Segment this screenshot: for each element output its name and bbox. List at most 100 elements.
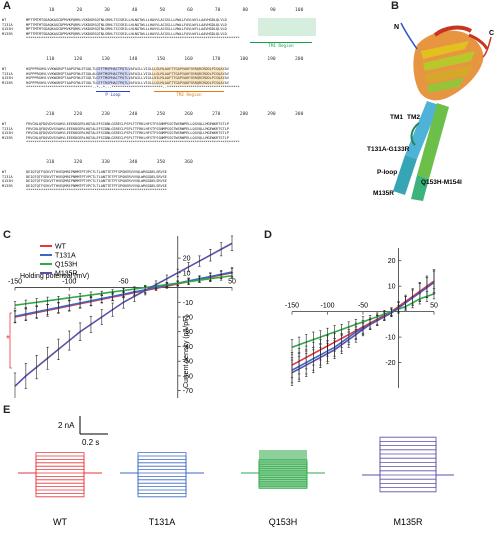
sequence-row: HSPPPRGHVLVVKWGRSPTAAPSFNLETGQLALGRFTMSP… xyxy=(26,71,229,76)
y-tick-label: 20 xyxy=(388,258,396,265)
sequence-row: MPTTMTMTSDAQKAGCDPMVKPQRRLVSKDGRSQTNLSRH… xyxy=(26,18,227,22)
sequence-row: DEIQTQTFSEKVTTHVEQMRIPNMMTPTVPCTLTLANTTE… xyxy=(26,174,167,179)
y-tick-label: -50 xyxy=(183,359,193,366)
label-tm2: TM2 xyxy=(407,114,420,121)
x-tick-label: -50 xyxy=(358,303,368,310)
beta-sheet-domain xyxy=(413,25,489,101)
panel-label-b: B xyxy=(391,0,399,12)
current-traces: 2 nA 0.2 s WT T131A Q153H M135R xyxy=(18,416,454,527)
legend-label: WT xyxy=(55,244,67,251)
label-c: C xyxy=(489,30,494,37)
panel-label-e: E xyxy=(3,404,11,416)
variant-label: T131A xyxy=(2,22,13,27)
trace-label-wt: WT xyxy=(53,517,67,527)
variant-label: M135R xyxy=(2,31,13,36)
trace-family-t131a xyxy=(120,452,204,498)
region-label: TM2 Region xyxy=(154,91,224,97)
region-label: TM1 Region xyxy=(250,42,312,48)
label-p-loop: P-loop xyxy=(377,169,397,176)
iv-chart-c: Holding potential (mV) Current density (… xyxy=(6,235,236,398)
y-tick-label: -20 xyxy=(183,315,193,322)
y-tick-label: -30 xyxy=(183,329,193,336)
sequence-row: MPTTMTMTSDAQKAGCDPMVKPQRRLVSKDGRSQTNLSRH… xyxy=(26,27,227,32)
sequence-alignment: 10 20 30 40 50 60 70 80 90 100 WT MPTTMTMT… xyxy=(0,0,385,225)
sequence-row: MPTTMTMTSDAQKAGCDPMVKPQRRLVSKDGRSQTNLSRH… xyxy=(26,31,227,36)
sequence-row: FRVCNLQFDQVDVSVAHVLEEEKDGERLHQTALEFSIDNL… xyxy=(26,131,229,136)
trace-family-m135r xyxy=(362,436,454,493)
y-tick-label: -10 xyxy=(385,335,395,342)
sequence-row: DEIQTQTFSEKVTTHVEQMRIPNMMTPTVPCTLTLANTTE… xyxy=(26,183,167,188)
region-label-p-loop: P Loop xyxy=(96,91,130,97)
y-tick-label: -20 xyxy=(385,360,395,367)
y-tick-label: -10 xyxy=(183,300,193,307)
label-t131a-g133r: T131A-G133R xyxy=(367,146,410,153)
sequence-row: FRVCNLQFDQVDVSVAHVLEEEKDGERLHQTALEFSIDNL… xyxy=(26,135,229,140)
y-tick-label: -70 xyxy=(183,388,193,395)
variant-label: M135R xyxy=(2,80,13,85)
x-tick-label: -50 xyxy=(118,279,128,286)
trace-family-q153h xyxy=(241,450,325,489)
ruler-1: 110 120 130 140 150 160 170 180 190 200 xyxy=(24,57,304,62)
ruler-3: 310 320 330 340 350 360 xyxy=(24,160,193,165)
label-q153h-m154i: Q153H-M154I xyxy=(421,179,462,186)
legend-label: T131A xyxy=(55,253,76,260)
x-tick-label: -150 xyxy=(8,279,22,286)
x-tick-label: 50 xyxy=(430,303,438,310)
legend-label: M135R xyxy=(55,271,78,278)
sequence-row: FRVCNLQFDQVDVSVAHVLEEEKDGERLHQTALEFSIDNL… xyxy=(26,122,229,126)
variant-label: T131A xyxy=(2,126,13,131)
trace-family-wt xyxy=(18,452,102,498)
variant-label: WT xyxy=(2,18,7,22)
x-tick-label: -150 xyxy=(285,303,299,310)
iv-chart-d: -150 -100 -50 50 20 10 -10 -20 xyxy=(285,248,438,388)
protein-structure-figure: N C TM1 TM2 T131A-G133R P-loop Q153H-M15… xyxy=(367,22,494,201)
x-tick-label: -100 xyxy=(62,279,76,286)
variant-label: T131A xyxy=(2,174,13,179)
variant-label: WT xyxy=(2,67,7,71)
variant-label: Q153H xyxy=(2,27,13,32)
variant-label: Q153H xyxy=(2,131,13,136)
region-highlight xyxy=(258,18,316,36)
ruler-2: 210 220 230 240 250 260 270 280 290 300 xyxy=(24,112,304,117)
label-n: N xyxy=(394,24,399,31)
sequence-row: DEIQTQTFSEKVTTHVEQMRIPNMMTPTVPCTLTLANTTE… xyxy=(26,170,167,174)
significance-bracket xyxy=(9,312,12,369)
variant-label: Q153H xyxy=(2,179,13,184)
conservation-row: ****************************************… xyxy=(26,188,167,193)
variant-label: WT xyxy=(2,122,7,126)
noise-fill xyxy=(259,450,307,488)
significance-star: * xyxy=(6,334,10,345)
n-terminus-coil xyxy=(400,22,418,50)
sequence-row: MPTTMTMTSDAQKAGCDPMVKPQRRLVSKDGRSQTNLSRH… xyxy=(26,22,227,27)
variant-label: WT xyxy=(2,170,7,174)
tm-helices xyxy=(393,101,449,201)
trace-label-q153h: Q153H xyxy=(269,517,298,527)
sequence-row: HSPPPRGHVLVVKWGRSPTAAPSFNLETGQLTLGTFTMSP… xyxy=(26,76,229,81)
panel-label-d: D xyxy=(264,229,272,241)
chart-c-ylabel: Current density (pA/pF) xyxy=(183,315,190,388)
variant-label: M135R xyxy=(2,183,13,188)
legend-label: Q153H xyxy=(55,262,77,269)
scale-label-y: 2 nA xyxy=(58,421,75,430)
scale-label-x: 0.2 s xyxy=(82,438,99,447)
label-tm1: TM1 xyxy=(390,114,403,121)
y-tick-label: 10 xyxy=(388,284,396,291)
c-terminus-coil xyxy=(482,36,492,58)
y-tick-label: 10 xyxy=(183,270,191,277)
trace-label-m135r: M135R xyxy=(393,517,423,527)
region-highlight xyxy=(96,67,130,85)
variant-label: T131A xyxy=(2,71,13,76)
x-tick-label: 50 xyxy=(228,279,236,286)
x-tick-label: -100 xyxy=(320,303,334,310)
conservation-row: ****************************************… xyxy=(26,140,240,145)
conservation-row: ****************************************… xyxy=(26,36,240,41)
y-tick-label: 20 xyxy=(183,256,191,263)
sequence-row: FRVCNLQFDQVDVSVAHVLEEEKDGERLHQTALEFSIDNL… xyxy=(26,126,229,131)
variant-label: M135R xyxy=(2,135,13,140)
y-tick-label: -60 xyxy=(183,373,193,380)
panel-label-c: C xyxy=(3,229,11,241)
variant-label: Q153H xyxy=(2,76,13,81)
label-m135r: M135R xyxy=(373,190,394,197)
conservation-row: *******************************..*..*...… xyxy=(26,85,240,90)
chart-c-xlabel: Holding potential (mV) xyxy=(20,273,89,280)
